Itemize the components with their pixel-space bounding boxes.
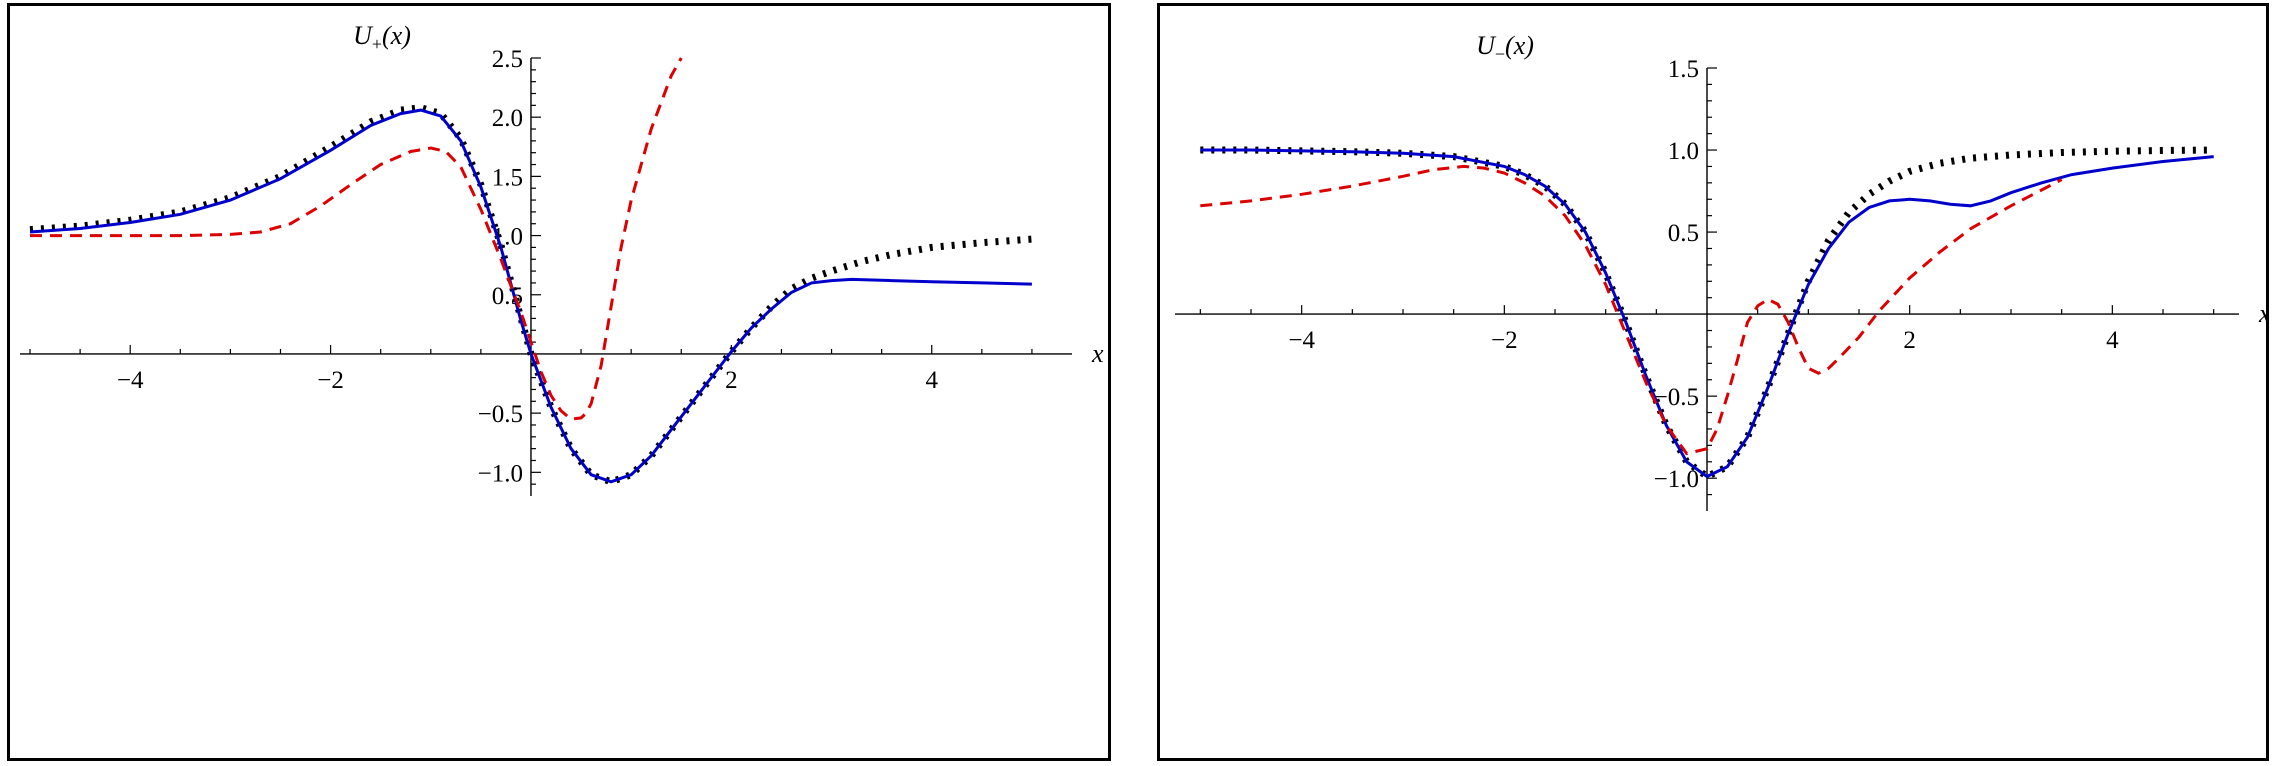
series-dashed-line — [1200, 164, 2063, 456]
chart-u-plus: −4 −2 2 4−1.0−0.50.51.01.52.02.5xU+(x) — [20, 21, 1104, 496]
y-tick-label: −1.0 — [478, 460, 523, 487]
y-tick-label: 0.5 — [1668, 220, 1699, 247]
series-solid-line — [29, 108, 1032, 484]
y-tick-label: 1.5 — [492, 164, 523, 191]
chart-panel-right: −4 −2 2 4 −1.0 −0.5 0.5 1.0 1.5 x U−(x) — [1157, 3, 2269, 761]
x-tick-label: 4 — [925, 367, 938, 394]
y-axis-title: U+(x) — [353, 21, 411, 54]
y-tick-label: 1.5 — [1668, 56, 1699, 83]
x-tick-label: −2 — [317, 367, 344, 394]
series-dashed-line — [30, 57, 683, 421]
x-tick-label: 2 — [725, 367, 738, 394]
y-tick-label: −1.0 — [1654, 466, 1699, 493]
y-tick-label: −0.5 — [478, 401, 523, 428]
x-tick-label: 2 — [1903, 327, 1916, 354]
y-tick-label: 2.5 — [492, 46, 523, 73]
x-tick-label: −4 — [1288, 327, 1315, 354]
x-axis-title: x — [1091, 339, 1104, 368]
x-tick-label: −4 — [117, 367, 144, 394]
y-tick-label: −0.5 — [1654, 384, 1699, 411]
y-axis-title: U−(x) — [1476, 31, 1534, 64]
x-tick-label: −2 — [1491, 327, 1518, 354]
y-tick-label: 2.0 — [492, 105, 523, 132]
chart-u-minus: −4 −2 2 4 −1.0 −0.5 0.5 1.0 1.5 x U−(x) — [1175, 31, 2266, 511]
series-solid-line — [1200, 148, 2214, 479]
chart-panel-left: −4 −2 2 4 −1.0 −0.5 0.5 1.0 1.5 2.0 2.5 x U+(x) — [7, 3, 1111, 761]
y-tick-label: 1.0 — [1668, 138, 1699, 165]
x-axis-title: x — [2258, 299, 2266, 328]
x-tick-label: 4 — [2106, 327, 2119, 354]
